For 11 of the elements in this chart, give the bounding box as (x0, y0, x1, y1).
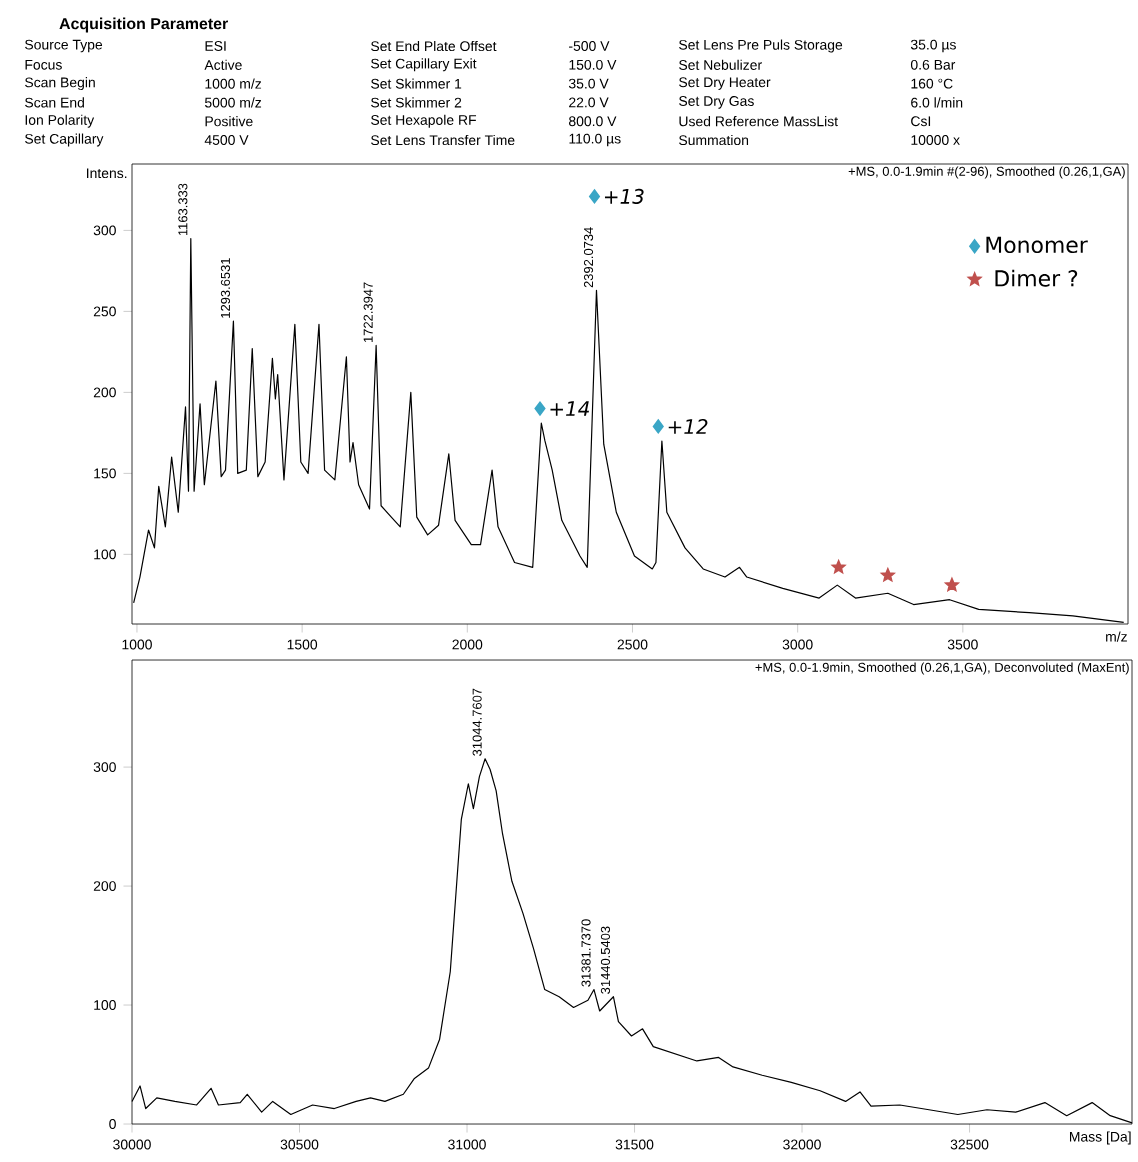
point (831, 560, 846, 574)
point (945, 578, 959, 591)
legend-label: Monomer (986, 236, 1088, 254)
point (881, 568, 895, 582)
point (652, 419, 664, 434)
legend-label: Dimer ? (995, 269, 1078, 287)
annotation: +14 (550, 401, 589, 416)
annotation: +12 (668, 418, 708, 434)
point (534, 401, 546, 416)
point (589, 189, 600, 204)
annotation: +13 (604, 188, 644, 204)
